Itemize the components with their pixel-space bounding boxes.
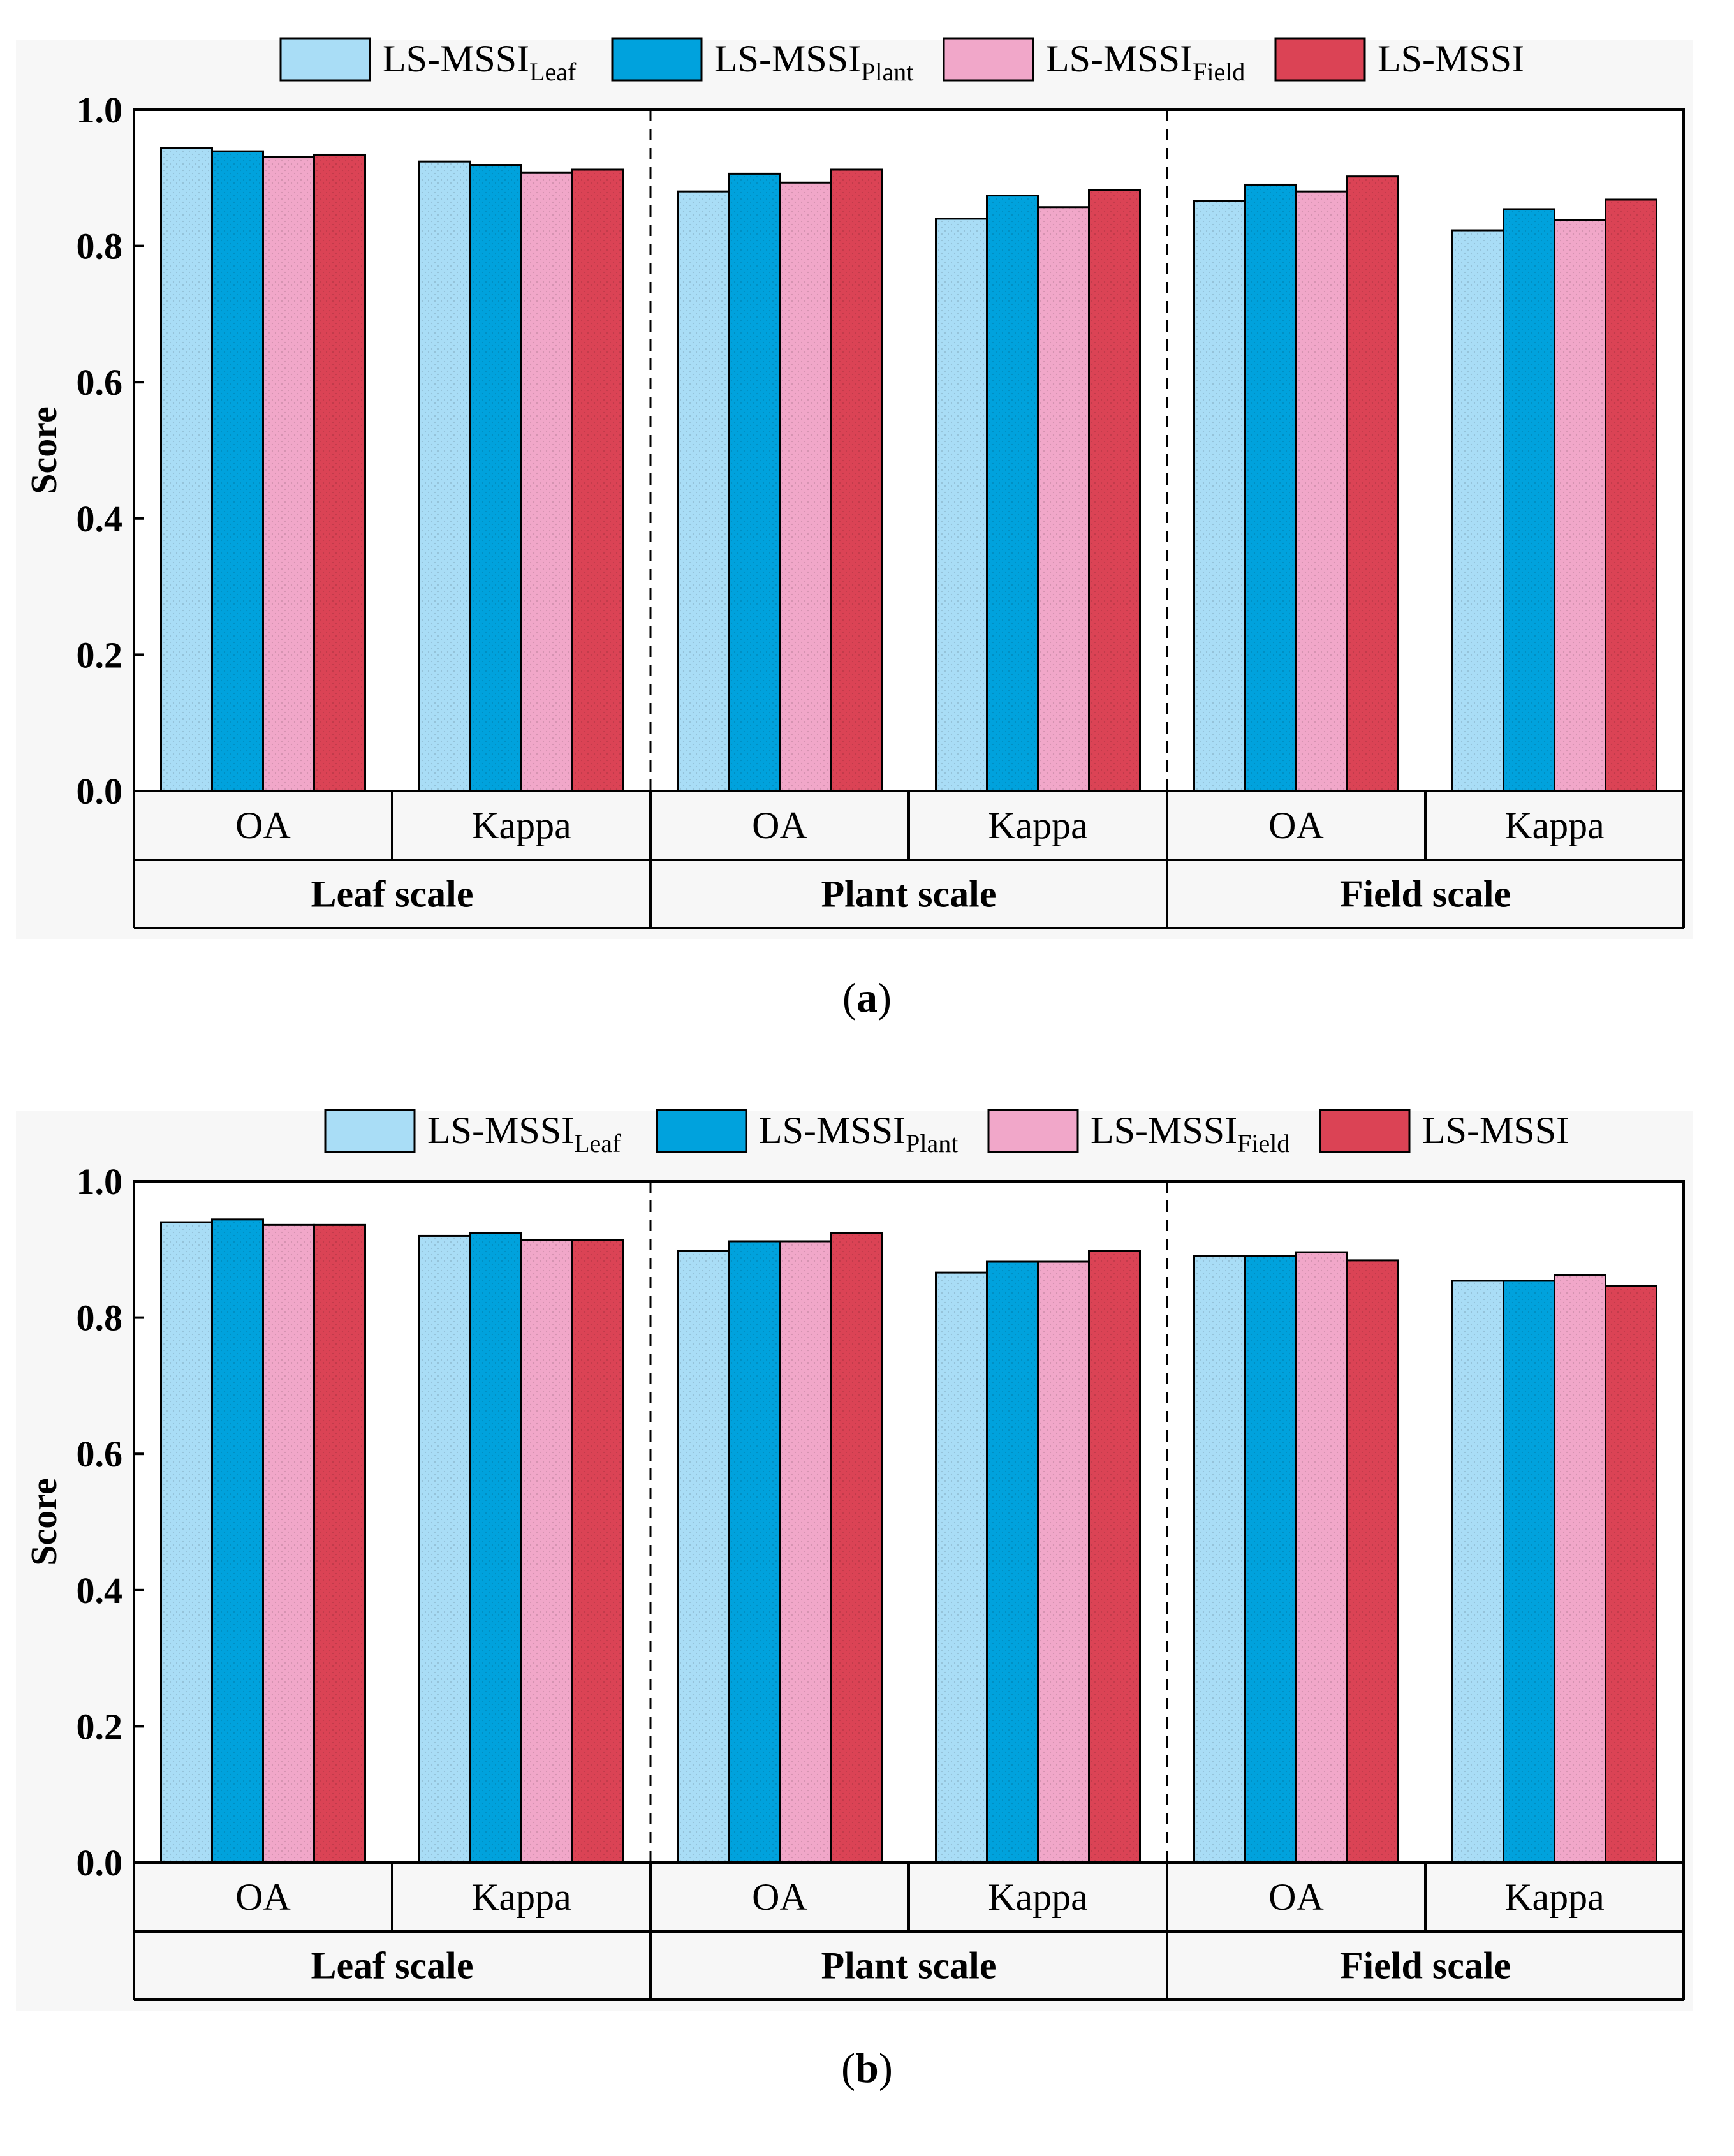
plot-area bbox=[134, 1181, 1684, 1863]
x-category-label: Kappa bbox=[471, 804, 571, 846]
x-category-label: Kappa bbox=[1504, 1876, 1605, 1918]
x-category-label: OA bbox=[752, 1876, 807, 1918]
y-tick-label: 0.8 bbox=[77, 1297, 123, 1339]
y-axis-label: Score bbox=[23, 1478, 64, 1565]
legend-label: LS-MSSI bbox=[1422, 1109, 1569, 1151]
y-tick-label: 1.0 bbox=[77, 1161, 123, 1202]
x-category-label: Kappa bbox=[1504, 804, 1605, 846]
y-tick-label: 0.8 bbox=[77, 226, 123, 267]
x-category-label: OA bbox=[1268, 804, 1324, 846]
y-tick-label: 0.4 bbox=[77, 1570, 123, 1611]
x-group-label: Field scale bbox=[1340, 1945, 1511, 1987]
legend-swatch-field bbox=[943, 37, 1034, 82]
legend-swatch-field bbox=[987, 1109, 1079, 1153]
y-tick-label: 0.0 bbox=[77, 1842, 123, 1884]
legend-swatch-plant bbox=[656, 1109, 747, 1153]
caption-a: (a) bbox=[842, 975, 892, 1021]
caption-b: (b) bbox=[841, 2045, 893, 2092]
legend-swatch-leaf bbox=[324, 1109, 416, 1153]
legend-swatch-leaf bbox=[279, 37, 371, 82]
x-category-label: Kappa bbox=[988, 1876, 1088, 1918]
legend-swatch-plant bbox=[611, 37, 703, 82]
chart-panel-b: 0.0 0.2 0.4 0.6 0.8 1.0 Score OA Kappa Leaf scale… bbox=[16, 1109, 1693, 2011]
legend-label: LS-MSSIPlant bbox=[759, 1109, 958, 1158]
y-axis-label: Score bbox=[23, 406, 64, 494]
plot-area bbox=[134, 110, 1684, 791]
legend-label: LS-MSSIField bbox=[1091, 1109, 1289, 1158]
y-tick-label: 0.4 bbox=[77, 498, 123, 540]
x-group-label: Leaf scale bbox=[311, 873, 474, 915]
x-category-label: Kappa bbox=[988, 804, 1088, 846]
caption-a-label: a bbox=[856, 975, 878, 1021]
legend-label: LS-MSSILeaf bbox=[383, 38, 577, 86]
x-category-label: OA bbox=[1268, 1876, 1324, 1918]
y-tick-label: 1.0 bbox=[77, 89, 123, 131]
y-tick-label: 0.0 bbox=[77, 771, 123, 812]
legend-label: LS-MSSIPlant bbox=[714, 38, 913, 86]
legend-label: LS-MSSILeaf bbox=[427, 1109, 621, 1158]
x-group-label: Plant scale bbox=[821, 873, 997, 915]
legend-label: LS-MSSIField bbox=[1046, 38, 1245, 86]
y-tick-label: 0.6 bbox=[77, 362, 123, 403]
x-category-label: OA bbox=[235, 1876, 291, 1918]
y-tick-label: 0.2 bbox=[77, 634, 123, 676]
legend-swatch-overall bbox=[1274, 37, 1366, 82]
x-group-label: Plant scale bbox=[821, 1945, 997, 1987]
chart-panel-a: 0.0 0.2 0.4 0.6 0.8 1.0 Score OA Kappa Leaf scale… bbox=[16, 37, 1693, 939]
caption-b-label: b bbox=[855, 2045, 879, 2092]
legend-swatch-overall bbox=[1319, 1109, 1411, 1153]
y-tick-label: 0.6 bbox=[77, 1433, 123, 1475]
x-category-label: Kappa bbox=[471, 1876, 571, 1918]
x-group-label: Field scale bbox=[1340, 873, 1511, 915]
x-group-label: Leaf scale bbox=[311, 1945, 474, 1987]
x-category-label: OA bbox=[752, 804, 807, 846]
x-category-label: OA bbox=[235, 804, 291, 846]
y-tick-label: 0.2 bbox=[77, 1706, 123, 1747]
legend-label: LS-MSSI bbox=[1378, 38, 1524, 80]
